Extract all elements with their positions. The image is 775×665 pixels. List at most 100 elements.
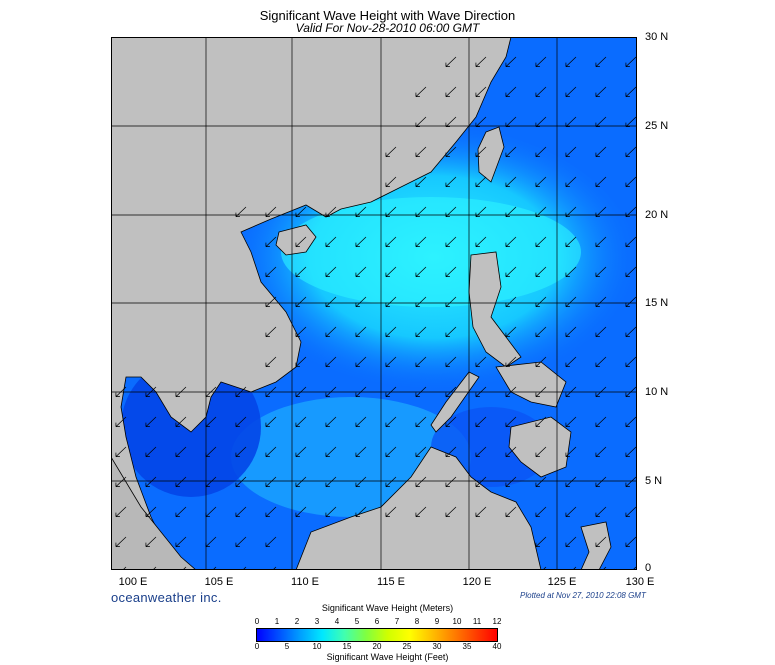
taiwan-island — [477, 126, 505, 183]
wave-direction-arrow — [385, 386, 397, 398]
wave-direction-arrow — [115, 536, 127, 548]
colorbar-tick-meters: 12 — [492, 617, 502, 626]
wave-direction-arrow — [475, 206, 487, 218]
wave-direction-arrow — [295, 416, 307, 428]
wave-direction-arrow — [415, 146, 427, 158]
wave-direction-arrow — [445, 266, 457, 278]
wave-direction-arrow — [355, 416, 367, 428]
high-wave-core — [281, 197, 581, 307]
wave-direction-arrow — [295, 296, 307, 308]
wave-direction-arrow — [175, 506, 187, 518]
lon-label-100e: 100 E — [118, 576, 148, 588]
hainan-island — [275, 224, 317, 256]
wave-direction-arrow — [625, 236, 637, 248]
wave-direction-arrow — [295, 356, 307, 368]
luzon-island — [468, 251, 522, 368]
wave-direction-arrow — [602, 566, 607, 570]
colorbar-tick-feet: 30 — [432, 642, 442, 651]
colorbar-tick-feet: 20 — [372, 642, 382, 651]
lat-label-25n: 25 N — [645, 120, 669, 132]
wave-direction-arrow — [385, 446, 397, 458]
wave-direction-arrow — [325, 356, 337, 368]
wave-direction-arrow — [475, 56, 487, 68]
land — [111, 37, 612, 570]
wave-direction-arrow — [272, 566, 277, 570]
lon-label-125e: 125 E — [547, 576, 577, 588]
wave-direction-arrow — [175, 416, 187, 428]
lon-label-130e: 130 E — [625, 576, 655, 588]
wave-direction-arrow — [625, 506, 637, 518]
plotted-timestamp: Plotted at Nov 27, 2010 22:08 GMT — [520, 591, 646, 600]
wave-direction-arrow — [595, 206, 607, 218]
wave-direction-arrow — [595, 86, 607, 98]
wave-direction-arrow — [235, 416, 247, 428]
wave-direction-arrow — [595, 506, 607, 518]
wave-direction-arrow — [415, 176, 427, 188]
wave-direction-arrow — [115, 416, 127, 428]
wave-direction-arrow — [325, 416, 337, 428]
wave-direction-arrow — [205, 416, 217, 428]
wave-direction-arrow — [625, 86, 637, 98]
lon-label-115e: 115 E — [377, 576, 405, 588]
wave-direction-arrow — [415, 116, 427, 128]
wave-direction-arrow — [505, 116, 517, 128]
wave-direction-arrow — [242, 566, 247, 570]
wave-direction-arrow — [505, 236, 517, 248]
wave-direction-arrow — [505, 176, 517, 188]
wave-direction-arrow — [385, 236, 397, 248]
lon-label-120e: 120 E — [462, 576, 492, 588]
colorbar-tick-meters: 4 — [334, 617, 340, 626]
wave-direction-arrow — [505, 296, 517, 308]
wave-direction-arrow — [565, 356, 577, 368]
wave-direction-arrow — [295, 446, 307, 458]
wave-direction-arrow — [475, 446, 487, 458]
wave-direction-arrow — [505, 146, 517, 158]
wave-direction-arrow — [445, 236, 457, 248]
colorbar-title-meters: Significant Wave Height (Meters) — [321, 603, 454, 613]
wave-direction-arrow — [385, 146, 397, 158]
wave-direction-arrow — [445, 446, 457, 458]
colorbar-tick-meters: 11 — [472, 617, 482, 626]
wave-direction-arrow — [175, 536, 187, 548]
lat-label-0: 0 — [645, 562, 652, 574]
wave-direction-arrow — [145, 446, 157, 458]
wave-direction-arrow — [625, 296, 637, 308]
wave-direction-arrow — [625, 416, 637, 428]
wave-direction-arrow — [565, 146, 577, 158]
wave-direction-arrow — [235, 476, 247, 488]
wave-direction-arrow — [235, 446, 247, 458]
wave-direction-arrow — [505, 446, 517, 458]
wave-direction-arrow — [355, 236, 367, 248]
wave-direction-arrow — [212, 566, 217, 570]
wave-direction-arrow — [625, 326, 637, 338]
wave-direction-arrow — [205, 506, 217, 518]
wave-direction-arrow — [235, 206, 247, 218]
wave-direction-arrow — [595, 326, 607, 338]
wave-direction-arrow — [385, 176, 397, 188]
wave-direction-arrow — [565, 386, 577, 398]
wave-direction-arrow — [565, 326, 577, 338]
wave-direction-arrow — [535, 206, 547, 218]
wave-direction-arrow — [595, 266, 607, 278]
wave-direction-arrow — [625, 266, 637, 278]
wave-direction-arrow — [385, 416, 397, 428]
wave-direction-arrow — [475, 476, 487, 488]
wave-direction-arrow — [565, 56, 577, 68]
wave-direction-arrow — [565, 116, 577, 128]
wave-direction-arrow — [505, 326, 517, 338]
wave-direction-arrow — [505, 206, 517, 218]
wave-direction-arrow — [505, 266, 517, 278]
wave-direction-arrow — [355, 266, 367, 278]
wave-direction-arrow — [325, 446, 337, 458]
wave-direction-arrow — [415, 266, 427, 278]
wave-direction-arrow — [355, 446, 367, 458]
wave-direction-arrow — [415, 386, 427, 398]
wave-direction-arrow — [595, 176, 607, 188]
wave-direction-arrow — [475, 386, 487, 398]
wave-direction-arrow — [505, 416, 517, 428]
wave-direction-arrow — [295, 206, 307, 218]
wave-direction-arrow — [535, 266, 547, 278]
colorbar-tick-meters: 10 — [452, 617, 462, 626]
wave-direction-arrow — [445, 416, 457, 428]
wave-direction-arrow — [355, 476, 367, 488]
